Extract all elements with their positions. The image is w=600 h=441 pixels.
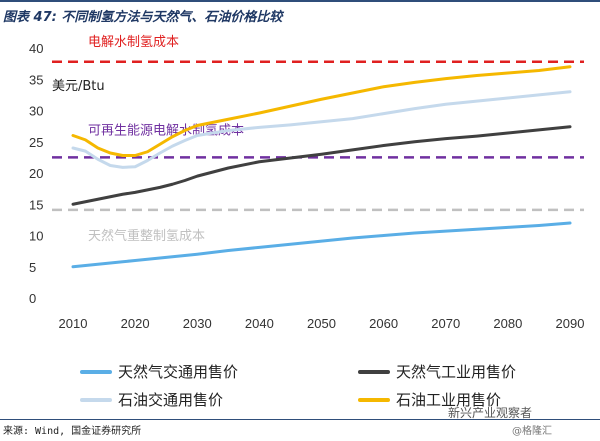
legend-label: 天然气交通用售价 bbox=[118, 363, 238, 381]
x-tick-label: 2020 bbox=[121, 316, 150, 331]
y-tick-label: 5 bbox=[29, 260, 36, 275]
y-tick-label: 20 bbox=[29, 166, 43, 181]
source-note: 来源: Wind, 国金证券研究所 bbox=[3, 426, 142, 437]
chart-title: 图表 47: 不同制氢方法与天然气、石油价格比较 bbox=[3, 10, 283, 25]
y-tick-label: 0 bbox=[29, 291, 36, 306]
x-tick-label: 2090 bbox=[556, 316, 585, 331]
y-tick-label: 25 bbox=[29, 135, 43, 150]
series-line bbox=[71, 221, 572, 269]
y-tick-label: 35 bbox=[29, 72, 43, 87]
legend-label: 石油交通用售价 bbox=[118, 391, 223, 409]
title-bar: 图表 47: 不同制氢方法与天然气、石油价格比较 bbox=[0, 0, 600, 26]
x-tick-label: 2050 bbox=[307, 316, 336, 331]
watermark-sub: @格隆汇 bbox=[512, 426, 552, 437]
series-line bbox=[71, 90, 572, 169]
y-tick-label: 15 bbox=[29, 197, 43, 212]
footer-divider bbox=[0, 419, 600, 420]
y-tick-label: 30 bbox=[29, 104, 43, 119]
legend-label: 石油工业用售价 bbox=[396, 391, 501, 409]
reference-line-label: 电解水制氢成本 bbox=[88, 35, 179, 50]
y-tick-label: 10 bbox=[29, 229, 43, 244]
x-tick-label: 2010 bbox=[59, 316, 88, 331]
x-tick-label: 2060 bbox=[369, 316, 398, 331]
watermark-text: 新兴产业观察者 bbox=[448, 406, 533, 420]
y-unit-label: 美元/Btu bbox=[52, 79, 105, 94]
legend-label: 天然气工业用售价 bbox=[396, 363, 516, 381]
x-tick-label: 2040 bbox=[245, 316, 274, 331]
x-tick-label: 2070 bbox=[431, 316, 460, 331]
series-line bbox=[71, 65, 572, 157]
x-tick-label: 2080 bbox=[493, 316, 522, 331]
reference-line-label: 天然气重整制氢成本 bbox=[88, 228, 205, 244]
series-line bbox=[71, 125, 572, 206]
y-tick-label: 40 bbox=[29, 41, 43, 56]
x-tick-label: 2030 bbox=[183, 316, 212, 331]
